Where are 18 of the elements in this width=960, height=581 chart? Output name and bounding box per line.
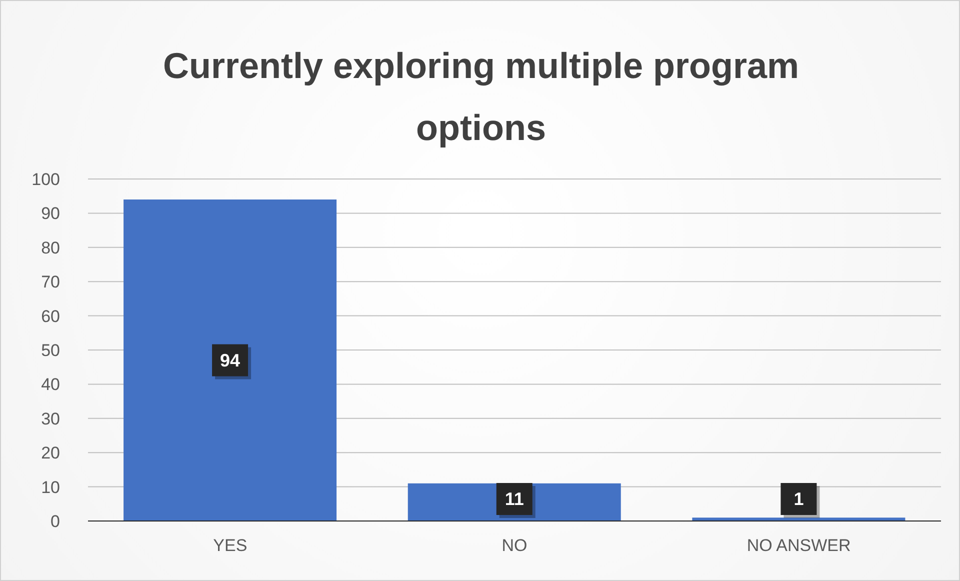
data-label: 11: [504, 489, 524, 509]
y-tick-label: 60: [41, 306, 60, 326]
chart-title: Currently exploring multiple program options: [162, 44, 800, 150]
y-tick-label: 30: [41, 409, 60, 428]
y-tick-label: 50: [41, 341, 60, 360]
y-tick-label: 10: [41, 478, 60, 497]
y-tick-label: 0: [50, 512, 60, 532]
x-tick-label: NO: [502, 536, 528, 556]
y-tick-label: 20: [41, 444, 60, 463]
y-tick-label: 100: [32, 170, 60, 190]
y-tick-label: 70: [41, 272, 60, 292]
data-label: 1: [794, 489, 804, 509]
y-tick-label: 90: [41, 204, 60, 224]
y-tick-label: 40: [41, 375, 60, 394]
x-tick-label: NO ANSWER: [746, 536, 851, 556]
x-tick-label: YES: [213, 536, 248, 556]
y-tick-label: 80: [41, 238, 60, 258]
data-label: 94: [220, 350, 240, 370]
